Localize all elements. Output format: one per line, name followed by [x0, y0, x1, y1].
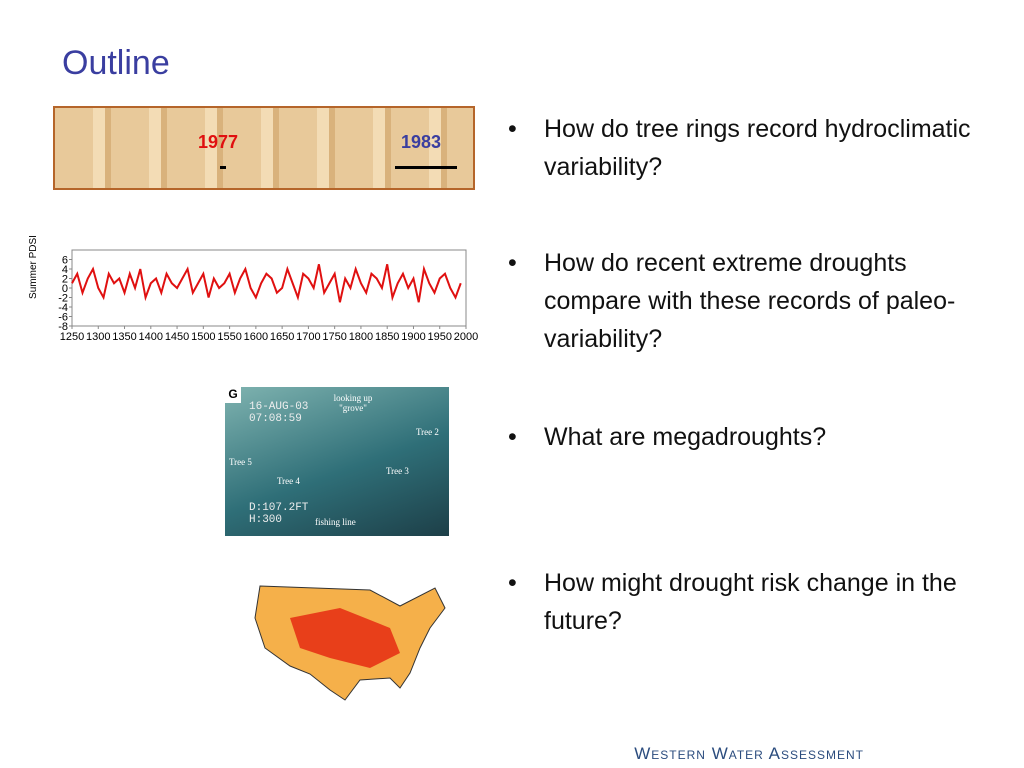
x-tick-label: 1500 [191, 331, 215, 343]
x-tick-label: 1900 [401, 331, 425, 343]
x-tick-label: 1800 [349, 331, 373, 343]
tree-label: Tree 2 [416, 427, 439, 437]
x-tick-label: 1450 [165, 331, 189, 343]
data-line [71, 264, 462, 303]
video-frame: G 16-AUG-03 07:08:59 looking up "grove" … [225, 387, 449, 536]
ring-marker [220, 166, 226, 169]
tree-label: Tree 3 [386, 466, 409, 476]
ring-marker [395, 166, 457, 169]
frame-depth: D:107.2FT [249, 502, 309, 514]
bullet: How do tree rings record hydroclimatic v… [508, 110, 984, 186]
frame-time: 07:08:59 [249, 413, 302, 425]
x-tick-label: 1950 [427, 331, 451, 343]
x-tick-label: 1700 [296, 331, 320, 343]
x-tick-label: 1750 [322, 331, 346, 343]
frame-tag: G [225, 387, 241, 403]
tree-label: Tree 5 [229, 457, 252, 467]
slide-title: Outline [62, 44, 170, 82]
x-tick-label: 1400 [139, 331, 163, 343]
x-tick-label: 1600 [244, 331, 268, 343]
y-tick-label: 0 [62, 283, 68, 295]
tree-ring-photo: 1977 1983 [53, 106, 475, 190]
ring-label: 1983 [401, 132, 442, 152]
y-tick-label: -6 [58, 312, 68, 324]
x-tick-label: 1300 [86, 331, 110, 343]
x-tick-label: 1850 [375, 331, 399, 343]
drought-area [290, 608, 400, 668]
x-tick-label: 1650 [270, 331, 294, 343]
y-tick-label: 4 [62, 264, 68, 276]
y-tick-label: 6 [62, 255, 68, 267]
bullet: How might drought risk change in the fut… [508, 564, 984, 640]
y-axis-label: Summer PDSI [28, 235, 39, 299]
y-tick-label: -2 [58, 293, 68, 305]
footer: Western Water Assessment [634, 744, 864, 763]
frame-date: 16-AUG-03 [249, 401, 309, 413]
x-tick-label: 1350 [112, 331, 136, 343]
frame-heading: H:300 [249, 514, 283, 526]
drought-map [254, 585, 446, 701]
caption: looking up "grove" [333, 393, 373, 413]
y-tick-label: 2 [62, 274, 68, 286]
ring-label: 1977 [198, 132, 239, 152]
x-tick-label: 2000 [454, 331, 478, 343]
note: fishing line [315, 517, 356, 527]
bullet: What are megadroughts? [508, 418, 984, 456]
plot-frame [71, 249, 467, 327]
x-tick-label: 1550 [217, 331, 241, 343]
bullet: How do recent extreme droughts compare w… [508, 244, 984, 358]
y-tick-label: -8 [58, 321, 68, 333]
y-tick-label: -4 [58, 302, 68, 314]
x-tick-label: 1250 [60, 331, 84, 343]
tree-label: Tree 4 [277, 476, 300, 486]
